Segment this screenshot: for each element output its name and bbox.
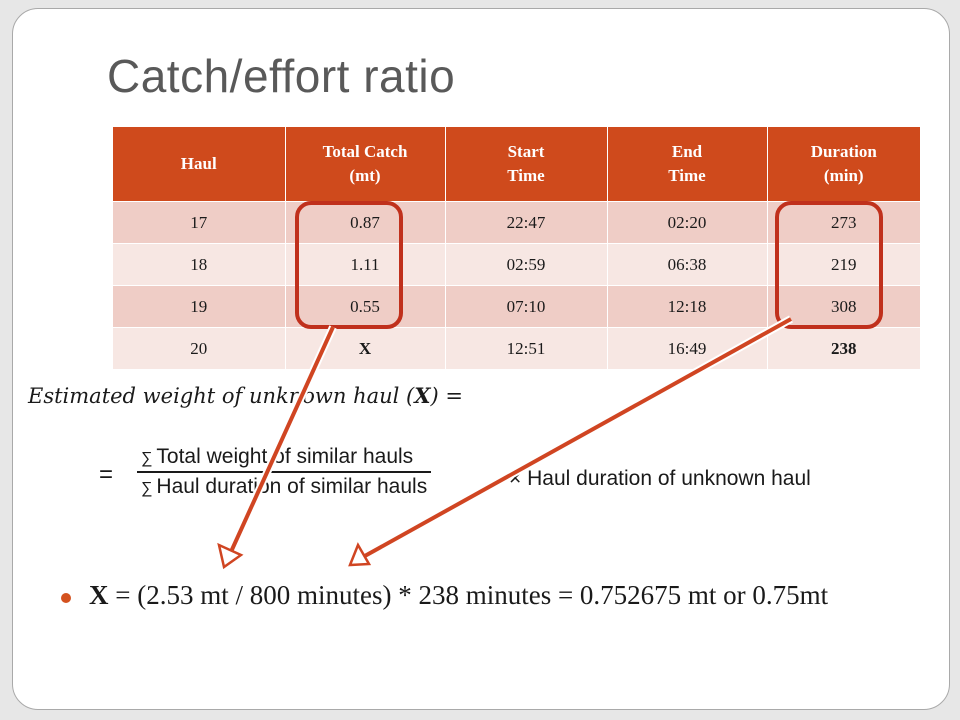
- bullet-dot-icon: [61, 593, 71, 603]
- estimate-variable: X: [414, 383, 431, 408]
- cell-start-time: 02:59: [445, 243, 608, 286]
- arrow-duration: [362, 317, 792, 559]
- slide-title: Catch/effort ratio: [107, 50, 456, 102]
- cell-total-catch: 1.11: [285, 243, 446, 286]
- bullet-text: X = (2.53 mt / 800 minutes) * 238 minute…: [89, 579, 828, 611]
- header-total-catch: Total Catch (mt): [285, 127, 446, 202]
- header-duration: Duration (min): [767, 127, 920, 202]
- header-end-time: End Time: [607, 127, 768, 202]
- cell-end-time: 06:38: [607, 243, 768, 286]
- arrow-catch: [228, 326, 335, 555]
- cell-duration: 308: [767, 285, 920, 328]
- header-haul: Haul: [113, 127, 286, 202]
- table-row: 17 0.87 22:47 02:20 273: [113, 201, 920, 244]
- cell-duration: 273: [767, 201, 920, 244]
- multiplier-text: Haul duration of unknown haul: [527, 467, 811, 490]
- numerator-text: Total weight of similar hauls: [156, 445, 414, 468]
- cell-haul: 17: [113, 201, 286, 244]
- estimate-suffix: ) =: [430, 384, 464, 408]
- formula-equals: =: [99, 461, 114, 488]
- fraction-numerator: ∑ Total weight of similar hauls: [137, 445, 431, 471]
- sigma-icon: ∑: [141, 480, 153, 497]
- estimate-prefix: Estimated weight of unknown haul (: [28, 384, 415, 408]
- cell-start-time: 22:47: [445, 201, 608, 244]
- bullet-calculation: = (2.53 mt / 800 minutes) * 238 minutes …: [108, 580, 829, 610]
- fraction-denominator: ∑ Haul duration of similar hauls: [137, 471, 432, 499]
- table-header-row: Haul Total Catch (mt) Start Time End Tim…: [113, 127, 920, 202]
- denominator-text: Haul duration of similar hauls: [156, 475, 428, 498]
- table-row: 19 0.55 07:10 12:18 308: [113, 285, 920, 328]
- cell-start-time: 12:51: [445, 327, 608, 369]
- estimate-equation: Estimated weight of unknown haul (X) =: [28, 383, 463, 408]
- cell-total-catch: X: [285, 327, 446, 369]
- slide: Catch/effort ratio Haul Total Catch (mt)…: [12, 8, 950, 710]
- cell-haul: 20: [113, 327, 286, 369]
- bullet-variable: X: [89, 580, 109, 610]
- bullet-item: X = (2.53 mt / 800 minutes) * 238 minute…: [61, 579, 901, 611]
- annotation-overlay: [217, 201, 883, 570]
- duration-highlight-box: [775, 201, 883, 329]
- cell-haul: 18: [113, 243, 286, 286]
- arrow-duration-head-icon: [348, 542, 372, 567]
- cell-total-catch: 0.55: [285, 285, 446, 328]
- catch-highlight-box: [295, 201, 403, 329]
- sigma-icon: ∑: [141, 450, 153, 467]
- haul-table: Haul Total Catch (mt) Start Time End Tim…: [113, 127, 920, 369]
- table-row: 18 1.11 02:59 06:38 219: [113, 243, 920, 286]
- cell-duration: 219: [767, 243, 920, 286]
- header-start-time: Start Time: [445, 127, 608, 202]
- cell-end-time: 12:18: [607, 285, 768, 328]
- cell-haul: 19: [113, 285, 286, 328]
- cell-duration: 238: [767, 327, 920, 369]
- formula-fraction: ∑ Total weight of similar hauls ∑ Haul dur…: [137, 445, 432, 499]
- arrow-catch-head-icon: [217, 542, 244, 570]
- cell-start-time: 07:10: [445, 285, 608, 328]
- cell-total-catch: 0.87: [285, 201, 446, 244]
- cell-end-time: 02:20: [607, 201, 768, 244]
